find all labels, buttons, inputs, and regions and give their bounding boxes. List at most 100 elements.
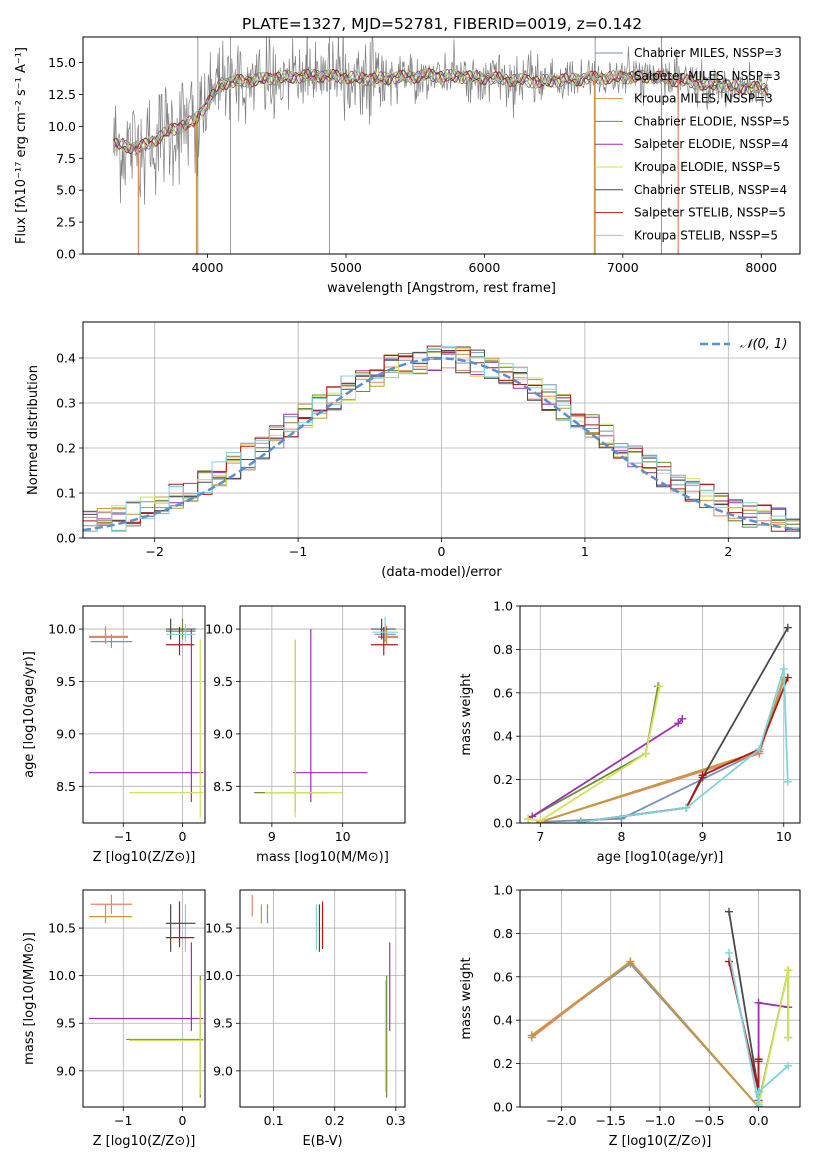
y-tick-label: 7.5 (56, 151, 76, 166)
y-tick-label: 9.5 (56, 1016, 76, 1031)
axes-residuals: −2 −1 0 1 2 0.0 0.1 0.2 0.3 0.4 (data-model)/error… (26, 321, 801, 580)
errorbar-point (165, 904, 196, 952)
model-line (113, 68, 769, 152)
x-tick-label: 8 (617, 829, 625, 844)
plot-area (527, 907, 793, 1107)
errorbar-point (293, 629, 368, 803)
series-marker (725, 907, 734, 916)
errorbar-point (165, 626, 195, 656)
x-axis-label: E(B-V) (302, 1134, 342, 1149)
series-marker (698, 771, 707, 780)
series-line (540, 679, 785, 823)
legend-label: Salpeter MILES, NSSP=3 (634, 69, 781, 83)
histogram-step-line (83, 345, 800, 532)
axes-age-vs-mass: 9 10 8.5 9.0 9.5 10.0 mass [log10(M/M⊙)] (205, 605, 406, 865)
x-axis-label: mass [log10(M/M⊙)] (256, 850, 389, 865)
x-tick-label: −1.0 (645, 1113, 675, 1128)
x-tick-label: −1 (289, 544, 307, 559)
series-marker (754, 1055, 763, 1064)
errorbar-point (88, 942, 204, 1031)
x-axis-label: Z [log10(Z/Z⊙)] (93, 1134, 196, 1149)
series-marker (783, 673, 792, 682)
axes-weight-vs-Z: −2.0 −1.5 −1.0 −0.5 0.0 0.0 0.2 0.4 0.6 0.8 1.0 Z [… (459, 883, 801, 1149)
y-tick-label: 9.5 (213, 674, 233, 689)
x-tick-label: −2.0 (546, 1113, 576, 1128)
model-line (113, 68, 769, 153)
y-tick-label: 0.1 (56, 486, 76, 501)
errorbar-point (90, 894, 133, 914)
y-tick-label: 0.4 (493, 729, 513, 744)
axes-weight-vs-age: 7 8 9 10 0.0 0.2 0.4 0.6 0.8 1.0 age [log10(age/yr… (459, 599, 801, 865)
plot-area (113, 37, 769, 254)
legend-label: Kroupa STELIB, NSSP=5 (634, 228, 778, 242)
series-marker (626, 957, 635, 966)
x-axis-label: (data-model)/error (381, 565, 502, 580)
series-marker (784, 966, 793, 975)
series-marker (725, 948, 734, 957)
errorbar-point (372, 616, 398, 640)
errorbar-point (88, 629, 129, 644)
series-line (580, 627, 789, 823)
plot-area (524, 623, 792, 823)
x-tick-label: 0 (179, 829, 187, 844)
x-tick-label: 9 (699, 829, 707, 844)
x-axis-label: Z [log10(Z/Z⊙)] (609, 1134, 712, 1149)
plot-area (88, 894, 204, 1098)
legend-label: Chabrier STELIB, NSSP=4 (634, 183, 787, 197)
x-tick-label: 0.1 (264, 1113, 284, 1128)
axes-frame (239, 889, 406, 1108)
x-tick-label: 0 (438, 544, 446, 559)
series-marker (755, 745, 764, 754)
y-tick-label: 0.0 (493, 816, 513, 831)
axes-frame (82, 321, 801, 539)
y-tick-label: 0.4 (56, 351, 76, 366)
series-line (531, 960, 760, 1107)
figure-title: PLATE=1327, MJD=52781, FIBERID=0019, z=0… (242, 15, 642, 33)
spectrum-data-line (113, 37, 769, 205)
errorbar-point (88, 629, 204, 803)
series-line (527, 686, 661, 822)
x-tick-label: 6000 (469, 260, 501, 275)
y-tick-label: 0.2 (56, 441, 76, 456)
y-tick-label: 0.3 (56, 396, 76, 411)
series-marker (754, 1087, 763, 1096)
y-tick-label: 1.0 (493, 883, 513, 898)
legend-label: Chabrier ELODIE, NSSP=5 (634, 114, 790, 128)
y-tick-label: 9.0 (56, 726, 76, 741)
series-line (728, 952, 789, 1105)
axes-spectrum: 4000 5000 6000 7000 8000 0.0 2.5 5.0 7.5 10.0 12.5… (14, 36, 801, 296)
series-marker (524, 814, 533, 823)
x-axis-label: wavelength [Angstrom, rest frame] (327, 281, 556, 296)
legend-label: Kroupa ELODIE, NSSP=5 (634, 160, 781, 174)
y-tick-label: 12.5 (48, 87, 76, 102)
x-tick-label: 10 (776, 829, 792, 844)
x-tick-label: 5000 (330, 260, 362, 275)
series-marker (784, 1033, 793, 1042)
x-tick-label: 7000 (607, 260, 639, 275)
normal-curve-line (83, 357, 800, 532)
y-tick-label: 10.0 (205, 968, 233, 983)
x-tick-label: 8000 (745, 260, 777, 275)
legend: Chabrier MILES, NSSP=3 Salpeter MILES, NS… (595, 46, 790, 242)
series-marker (725, 957, 734, 966)
axes-mass-vs-Z: −1 0 9.0 9.5 10.0 10.5 Z [log10(Z/Z⊙)] mass [lo… (22, 889, 206, 1149)
series-marker (536, 816, 545, 823)
y-tick-label: 0.2 (493, 1056, 513, 1071)
series-marker (783, 777, 792, 786)
y-tick-label: 0.6 (493, 969, 513, 984)
y-tick-label: 10.0 (48, 119, 76, 134)
y-axis-label: mass [log10(M/M⊙)] (22, 932, 37, 1065)
axes-frame (519, 605, 801, 824)
y-tick-label: 9.5 (56, 674, 76, 689)
legend-label: 𝒩(0, 1) (740, 337, 787, 352)
plot-area (254, 616, 398, 818)
axes-frame (239, 605, 406, 824)
y-tick-label: 10.0 (48, 622, 76, 637)
x-tick-label: 0.3 (386, 1113, 406, 1128)
histogram-step-line (83, 346, 800, 532)
series-marker (678, 714, 687, 723)
x-axis-label: Z [log10(Z/Z⊙)] (93, 850, 196, 865)
legend-label: Chabrier MILES, NSSP=3 (634, 46, 782, 60)
y-axis-label: age [log10(age/yr)] (22, 651, 37, 778)
y-tick-label: 15.0 (48, 55, 76, 70)
